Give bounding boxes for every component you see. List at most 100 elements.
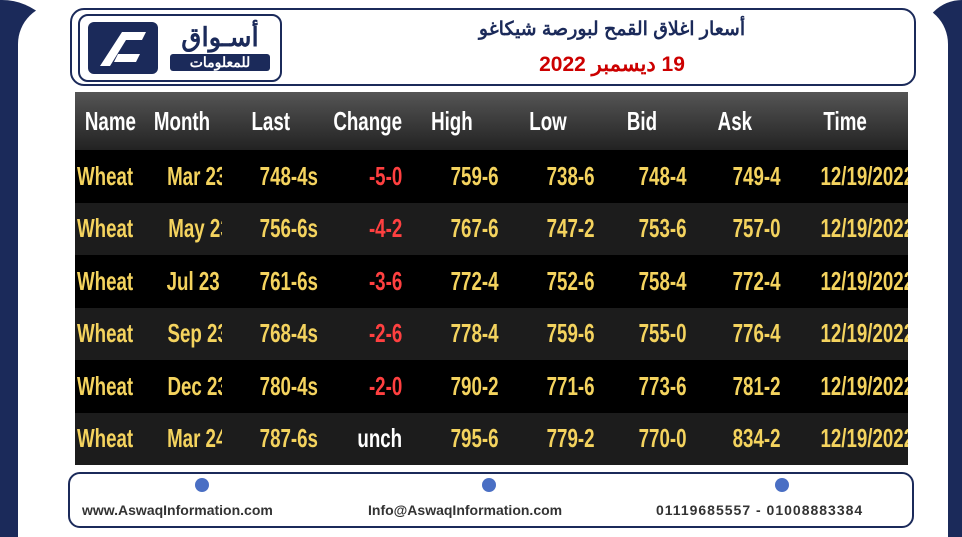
cell: Wheat	[75, 255, 142, 308]
cell-text: 748-4	[638, 160, 686, 191]
table-row: Wheat Mar 24 787-6s unch 795-6 779-2 770-0 834-…	[75, 412, 908, 465]
table-row: Wheat Sep 23 768-4s -2-6 778-4 759-6 755-0 776-…	[75, 307, 908, 360]
logo-mark	[100, 32, 146, 66]
header-text: High	[431, 105, 473, 136]
column-header: High	[404, 92, 500, 150]
cell-text: 738-6	[546, 160, 594, 191]
cell-text: 759-6	[546, 318, 594, 349]
price-table: Name Month Last Change High Low Bid Ask Time Whe…	[75, 92, 908, 465]
cell-text: Wheat	[77, 318, 134, 349]
cell-text: Sep 23	[167, 318, 222, 349]
cell: Wheat	[75, 150, 142, 203]
phone-icon	[775, 478, 789, 492]
cell: 787-6s	[222, 412, 320, 465]
cell-text: 772-4	[732, 265, 780, 296]
cell-text: 768-4s	[259, 318, 318, 349]
column-header: Change	[320, 92, 404, 150]
footer: www.AswaqInformation.com Info@AswaqInfor…	[68, 472, 914, 528]
cell: 748-4s	[222, 150, 320, 203]
cell: 767-6	[404, 202, 500, 255]
logo-subtitle: للمعلومات	[170, 54, 270, 71]
cell-text: 749-4	[732, 160, 780, 191]
cell-text: 12/19/2022	[820, 423, 908, 454]
cell: Sep 23	[142, 307, 222, 360]
cell: 12/19/2022	[782, 307, 908, 360]
header-text: Last	[251, 105, 291, 136]
cell: 778-4	[404, 307, 500, 360]
cell: -4-2	[320, 202, 404, 255]
cell-text: Jul 23	[166, 265, 220, 296]
cell: 757-0	[688, 202, 782, 255]
logo: أسـواق للمعلومات	[78, 14, 282, 82]
table-row: Wheat Mar 23 748-4s -5-0 759-6 738-6 748-4 749-…	[75, 150, 908, 203]
cell: 747-2	[500, 202, 596, 255]
cell: 738-6	[500, 150, 596, 203]
cell-text: 781-2	[732, 370, 780, 401]
cell: 759-6	[500, 307, 596, 360]
header-text: Time	[823, 105, 867, 136]
cell-text: 747-2	[546, 213, 594, 244]
cell: 761-6s	[222, 255, 320, 308]
cell-text: Mar 24	[167, 423, 222, 454]
cell-text: 752-6	[546, 265, 594, 296]
cell: 772-4	[404, 255, 500, 308]
website: www.AswaqInformation.com	[82, 502, 273, 518]
cell: May 23	[142, 202, 222, 255]
cell: Jul 23	[142, 255, 222, 308]
cell: 772-4	[688, 255, 782, 308]
cell: 779-2	[500, 412, 596, 465]
cell: Wheat	[75, 412, 142, 465]
cell-text: 748-4s	[259, 160, 318, 191]
column-header: Last	[222, 92, 320, 150]
cell: 758-4	[596, 255, 688, 308]
column-header: Bid	[596, 92, 688, 150]
cell: 12/19/2022	[782, 255, 908, 308]
table-body: Wheat Mar 23 748-4s -5-0 759-6 738-6 748-4 749-…	[75, 150, 908, 465]
cell-text: 12/19/2022	[820, 265, 908, 296]
cell-text: 834-2	[732, 423, 780, 454]
cell: unch	[320, 412, 404, 465]
cell-text: 767-6	[450, 213, 498, 244]
header-text: Ask	[717, 105, 753, 136]
cell-text: 779-2	[546, 423, 594, 454]
cell-text: 772-4	[450, 265, 498, 296]
cell: 770-0	[596, 412, 688, 465]
cell-text: Wheat	[77, 160, 134, 191]
header-text: Change	[333, 105, 402, 136]
cell-text: 773-6	[638, 370, 686, 401]
header: أسـواق للمعلومات أسعار اغلاق القمح لبورص…	[70, 8, 916, 86]
logo-icon	[88, 22, 158, 74]
cell-text: 753-6	[638, 213, 686, 244]
cell: Mar 24	[142, 412, 222, 465]
cell: 12/19/2022	[782, 202, 908, 255]
cell-text: Wheat	[77, 213, 134, 244]
cell: 748-4	[596, 150, 688, 203]
cell: 752-6	[500, 255, 596, 308]
cell: 776-4	[688, 307, 782, 360]
cell: 834-2	[688, 412, 782, 465]
cell-text: Wheat	[77, 265, 134, 296]
cell-text: 12/19/2022	[820, 370, 908, 401]
cell: 12/19/2022	[782, 150, 908, 203]
column-header: Low	[500, 92, 596, 150]
cell-text: Wheat	[77, 423, 134, 454]
cell-text: 771-6	[546, 370, 594, 401]
cell: -5-0	[320, 150, 404, 203]
cell-text: 795-6	[450, 423, 498, 454]
logo-title: أسـواق	[181, 22, 259, 52]
cell: 768-4s	[222, 307, 320, 360]
cell: 755-0	[596, 307, 688, 360]
header-text: Month	[153, 105, 211, 136]
cell-text: 790-2	[450, 370, 498, 401]
cell: Wheat	[75, 360, 142, 413]
cell-text: 770-0	[638, 423, 686, 454]
cell: 771-6	[500, 360, 596, 413]
cell: 781-2	[688, 360, 782, 413]
column-header: Time	[782, 92, 908, 150]
cell-text: May 23	[168, 213, 222, 244]
cell: 12/19/2022	[782, 412, 908, 465]
cell: -3-6	[320, 255, 404, 308]
cell-text: -3-6	[368, 265, 402, 296]
cell: 795-6	[404, 412, 500, 465]
